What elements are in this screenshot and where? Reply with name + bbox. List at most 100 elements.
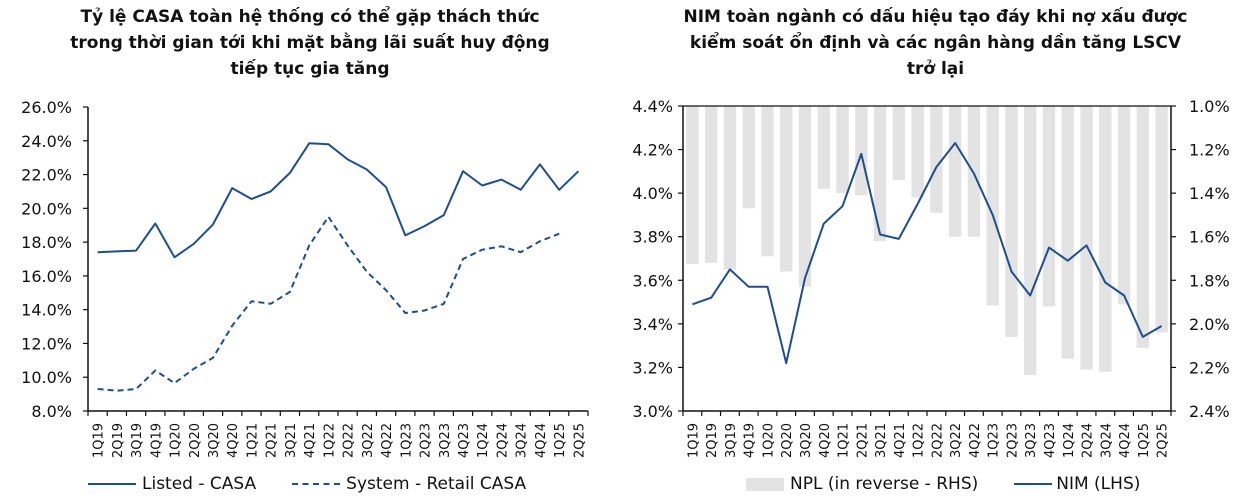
casa-chart-panel: Tỷ lệ CASA toàn hệ thống có thể gặp thác… [0, 0, 620, 499]
right-y-tick-label: 2.0% [1189, 315, 1230, 334]
left-y-tick-label: 3.8% [632, 228, 673, 247]
npl-bar [742, 106, 755, 209]
npl-bar [761, 106, 774, 257]
series-line-listed-casa [97, 142, 580, 259]
x-tick-label: 2Q20 [188, 423, 203, 458]
npl-bar [1061, 106, 1074, 359]
x-tick-label: 1Q20 [761, 423, 776, 458]
x-tick-label: 3Q19 [130, 423, 145, 458]
left-y-tick-label: 3.2% [632, 358, 673, 377]
npl-bar [930, 106, 943, 213]
y-tick-label: 20.0% [21, 199, 72, 218]
y-tick-label: 14.0% [21, 301, 72, 320]
x-tick-label: 4Q19 [149, 423, 164, 458]
right-y-tick-label: 1.0% [1189, 97, 1230, 116]
y-tick-label: 12.0% [21, 334, 72, 353]
y-tick-label: 10.0% [21, 368, 72, 387]
x-tick-label: 1Q20 [169, 423, 184, 458]
npl-bar [1024, 106, 1037, 376]
x-tick-label: 2Q24 [495, 423, 510, 458]
casa-title-line: trong thời gian tới khi mặt bằng lãi suấ… [70, 33, 550, 53]
y-tick-label: 26.0% [21, 98, 72, 117]
x-tick-label: 4Q23 [1043, 423, 1058, 458]
x-tick-label: 1Q25 [553, 423, 568, 458]
x-tick-label: 1Q21 [837, 423, 852, 458]
left-y-tick-label: 3.0% [632, 402, 673, 421]
x-tick-label: 2Q19 [705, 423, 720, 458]
x-tick-label: 3Q21 [284, 423, 299, 458]
x-tick-label: 2Q21 [855, 423, 870, 458]
solid-line-swatch-icon [88, 483, 136, 485]
casa-title-line: Tỷ lệ CASA toàn hệ thống có thể gặp thác… [80, 7, 540, 27]
npl-bar [967, 106, 981, 237]
x-tick-label: 1Q25 [1137, 423, 1152, 458]
x-tick-label: 3Q22 [949, 423, 964, 458]
x-tick-label: 4Q23 [457, 423, 472, 458]
x-tick-label: 4Q19 [743, 423, 758, 458]
left-y-tick-label: 4.0% [632, 184, 673, 203]
x-tick-label: 1Q21 [245, 423, 260, 458]
series-line-system-retail-casa [97, 215, 560, 392]
x-tick-label: 2Q23 [419, 423, 434, 458]
right-y-tick-label: 1.6% [1189, 228, 1230, 247]
left-y-tick-label: 3.6% [632, 271, 673, 290]
x-tick-label: 2Q25 [572, 423, 587, 458]
x-tick-label: 4Q24 [1118, 423, 1133, 458]
x-tick-label: 1Q19 [92, 423, 107, 458]
npl-bar [780, 106, 793, 272]
x-tick-label: 2Q25 [1156, 423, 1171, 458]
npl-bar [986, 106, 999, 306]
npl-bar [723, 106, 737, 270]
dashed-line-swatch-icon [292, 483, 341, 485]
casa-chart-title: Tỷ lệ CASA toàn hệ thống có thể gặp thác… [0, 4, 620, 82]
x-tick-label: 2Q20 [780, 423, 795, 458]
x-tick-label: 4Q20 [226, 423, 241, 458]
legend-label: Listed - CASA [142, 474, 257, 494]
npl-bar [1136, 106, 1150, 348]
x-tick-label: 4Q21 [893, 423, 908, 458]
casa-legend: Listed - CASA System - Retail CASA [88, 474, 562, 494]
left-y-tick-label: 3.4% [632, 315, 673, 334]
y-tick-label: 24.0% [21, 132, 72, 151]
x-tick-label: 1Q24 [1062, 423, 1077, 458]
npl-bar [1005, 106, 1018, 337]
x-tick-label: 3Q24 [515, 423, 530, 458]
npl-bar [798, 106, 812, 287]
legend-item-npl: NPL (in reverse - RHS) [746, 474, 978, 494]
npl-bar [1117, 106, 1131, 305]
x-tick-label: 4Q20 [818, 423, 833, 458]
npl-bar [1099, 106, 1112, 372]
x-tick-label: 3Q23 [1024, 423, 1039, 458]
y-tick-label: 22.0% [21, 166, 72, 185]
npl-bar [704, 106, 718, 263]
y-tick-label: 18.0% [21, 233, 72, 252]
npl-bar [892, 106, 906, 181]
x-tick-label: 1Q22 [322, 423, 337, 458]
x-tick-label: 4Q22 [968, 423, 983, 458]
legend-item-listed-casa: Listed - CASA [88, 474, 256, 494]
x-tick-label: 3Q20 [207, 423, 222, 458]
x-tick-label: 3Q22 [361, 423, 376, 458]
nim-title-line: NIM toàn ngành có dấu hiệu tạo đáy khi n… [683, 7, 1188, 27]
right-y-tick-label: 2.2% [1189, 358, 1230, 377]
right-y-tick-label: 1.4% [1189, 184, 1230, 203]
npl-bar [817, 106, 830, 189]
x-tick-label: 3Q20 [799, 423, 814, 458]
x-tick-label: 4Q24 [534, 423, 549, 458]
right-y-tick-label: 1.8% [1189, 271, 1230, 290]
casa-chart-plot: 8.0% 10.0% 12.0% 14.0% 16.0% 18.0% 20.0% 22.0% 2… [21, 98, 589, 458]
x-tick-label: 2Q22 [342, 423, 357, 458]
x-tick-label: 2Q24 [1081, 423, 1096, 458]
npl-bar [686, 106, 699, 264]
nim-chart-title: NIM toàn ngành có dấu hiệu tạo đáy khi n… [620, 4, 1251, 82]
x-tick-label: 1Q23 [987, 423, 1002, 458]
x-tick-label: 3Q23 [438, 423, 453, 458]
x-tick-label: 3Q24 [1099, 423, 1114, 458]
nim-legend: NPL (in reverse - RHS) NIM (LHS) [746, 474, 1176, 494]
x-tick-label: 2Q22 [930, 423, 945, 458]
legend-item-system-retail-casa: System - Retail CASA [292, 474, 526, 494]
npl-bar [948, 106, 962, 237]
npl-bar [855, 106, 868, 196]
legend-label: NIM (LHS) [1056, 474, 1141, 494]
npl-bar [1042, 106, 1056, 307]
